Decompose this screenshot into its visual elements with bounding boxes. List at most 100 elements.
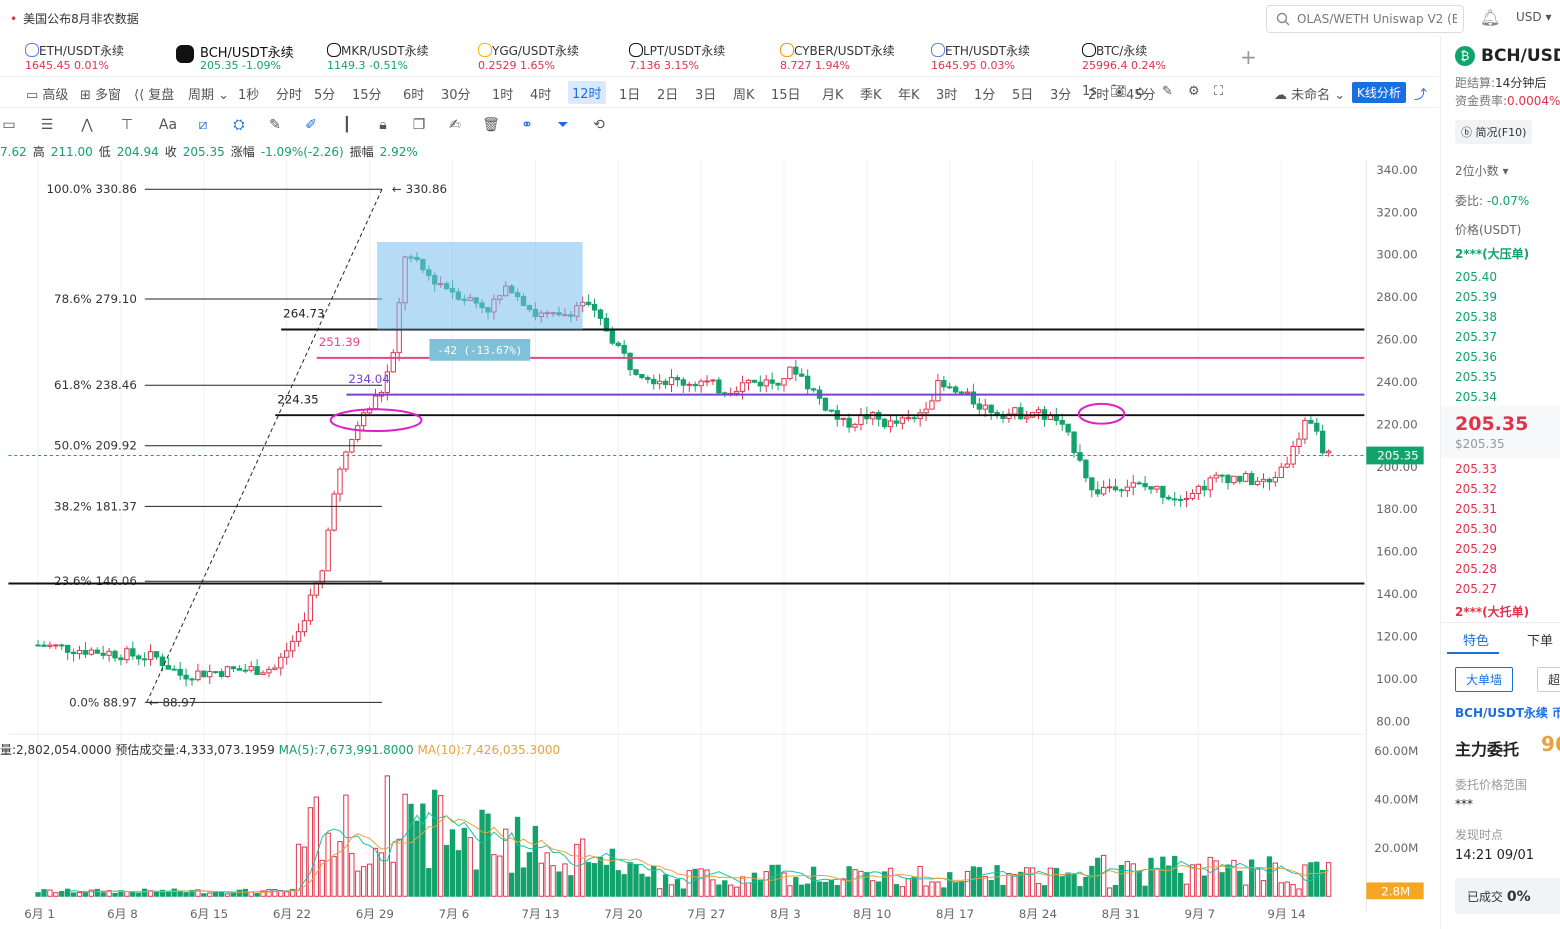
fib-level-label: 78.6% 279.10 (54, 292, 137, 306)
lines-tool-icon[interactable]: ☰ (40, 117, 54, 133)
period-18[interactable]: 月K (822, 88, 844, 103)
layout-name[interactable]: ☁ 未命名 ⌄ (1274, 88, 1346, 103)
ask-price[interactable]: 205.39 (1455, 290, 1497, 304)
bid-price[interactable]: 205.30 (1455, 522, 1497, 536)
super-big-button[interactable]: 超大 (1537, 667, 1560, 692)
edit-tool-icon[interactable]: ✍ (449, 117, 461, 133)
period-9[interactable]: 30分 (441, 88, 471, 103)
tab-7[interactable]: BTC/永续 25996.4 0.24% (1072, 36, 1222, 76)
rectangle-tool-icon[interactable]: ▭ (2, 117, 16, 133)
tab-5[interactable]: CYBER/USDT永续 8.727 1.94% (770, 36, 920, 76)
fib-tool-icon[interactable]: ⧄ (198, 117, 208, 133)
period-12[interactable]: 12时 (568, 81, 606, 104)
volume-bar (1095, 857, 1101, 897)
magnet-tool-icon[interactable]: ⛭ (233, 117, 245, 133)
decimals-select[interactable]: 2位小数 ▾ (1455, 164, 1509, 178)
period-4[interactable]: 1秒 (238, 88, 260, 103)
candle-body (1166, 496, 1172, 500)
period-3[interactable]: 周期 ⌄ (188, 88, 230, 103)
period-14[interactable]: 2日 (657, 88, 679, 103)
bell-icon[interactable]: 🔔︎ (1480, 8, 1501, 27)
news-ticker[interactable]: • 美国公布8月非农数据 (10, 10, 139, 27)
ask-price[interactable]: 205.40 (1455, 270, 1497, 284)
camera-icon[interactable]: 📷︎ (1110, 84, 1127, 99)
period-5[interactable]: 分时 (276, 88, 303, 103)
copy-tool-icon[interactable]: ❐ (412, 117, 426, 133)
brush-tool-icon[interactable]: ✐ (305, 117, 317, 133)
candle-body (887, 420, 894, 428)
period-21[interactable]: 3时 (936, 88, 958, 103)
home-icon[interactable]: ⌂ (1136, 84, 1145, 99)
big-wall-button[interactable]: 大单墙 (1455, 667, 1514, 692)
ask-price[interactable]: 205.34 (1455, 390, 1497, 404)
bid-price[interactable]: 205.28 (1455, 562, 1497, 576)
tab-0[interactable]: ETH/USDT永续 1645.45 0.01% (15, 36, 165, 76)
currency-select[interactable]: USD ▾ (1516, 10, 1552, 24)
sync-tool-icon[interactable]: ⟲ (593, 117, 605, 133)
settings-icon[interactable]: ⚙ (1188, 84, 1200, 99)
ask-price[interactable]: 205.37 (1455, 330, 1497, 344)
period-24[interactable]: 3分 (1050, 88, 1072, 103)
period-15[interactable]: 3日 (695, 88, 717, 103)
add-tab-icon[interactable]: + (1240, 45, 1257, 69)
trash-tool-icon[interactable]: 🗑︎ (482, 117, 500, 133)
tab-price: 1645.45 0.01% (25, 59, 109, 72)
ask-price[interactable]: 205.35 (1455, 370, 1497, 384)
candle-body (53, 644, 59, 647)
f10-button[interactable]: ⓑ 简况(F10) (1455, 120, 1533, 144)
pen-icon[interactable]: ✎ (1162, 84, 1173, 99)
price-chart[interactable]: 340.00 320.00 300.00 280.00 260.00 240.00 220.… (0, 160, 1440, 920)
period-26[interactable]: 45分 (1126, 88, 1156, 103)
interval-1s[interactable]: 1s (1082, 84, 1098, 99)
period-1[interactable]: ⊞ 多窗 (80, 88, 122, 103)
period-7[interactable]: 15分 (352, 88, 382, 103)
period-19[interactable]: 季K (860, 88, 882, 103)
tab-order[interactable]: 下单 (1527, 634, 1554, 649)
period-13[interactable]: 1日 (619, 88, 641, 103)
volume-bar (420, 803, 426, 897)
filter-tool-icon[interactable]: ⏷ (557, 117, 569, 133)
tab-6[interactable]: ETH/USDT永续 1645.95 0.03% (921, 36, 1071, 76)
tab-feature[interactable]: 特色 (1463, 634, 1490, 649)
text-tool-icon[interactable]: Aa (158, 117, 178, 133)
tab-4[interactable]: LPT/USDT永续 7.136 3.15% (619, 36, 769, 76)
current-vol-tag-bg (1366, 882, 1424, 900)
search-input[interactable]: OLAS/WETH Uniswap V2 (ETH (1266, 5, 1464, 33)
pattern-tool-icon[interactable]: ⋀ (81, 117, 93, 133)
fullscreen-icon[interactable]: ⛶ (1214, 84, 1224, 99)
volume-bar (1160, 856, 1166, 897)
bid-price[interactable]: 205.29 (1455, 542, 1497, 556)
volume-bar (947, 872, 953, 897)
ask-price[interactable]: 205.38 (1455, 310, 1497, 324)
bid-price[interactable]: 205.33 (1455, 462, 1497, 476)
period-17[interactable]: 15日 (771, 88, 801, 103)
period-11[interactable]: 4时 (530, 88, 552, 103)
tab-3[interactable]: YGG/USDT永续 0.2529 1.65% (468, 36, 618, 76)
period-2[interactable]: ⟨⟨ 复盘 (134, 88, 175, 103)
kline-analysis-button[interactable]: K线分析 (1352, 82, 1406, 103)
bid-price[interactable]: 205.31 (1455, 502, 1497, 516)
lock-tool-icon[interactable]: 🔒︎ (379, 117, 387, 133)
tab-1[interactable]: BCH/USDT永续 205.35 -1.09% (166, 36, 316, 76)
bid-price[interactable]: 205.32 (1455, 482, 1497, 496)
period-16[interactable]: 周K (733, 88, 755, 103)
bid-price[interactable]: 205.27 (1455, 582, 1497, 596)
period-10[interactable]: 1时 (492, 88, 514, 103)
period-23[interactable]: 5日 (1012, 88, 1034, 103)
period-6[interactable]: 5分 (314, 88, 336, 103)
volume-bar (1225, 864, 1231, 897)
period-25[interactable]: 2时 (1088, 88, 1110, 103)
period-8[interactable]: 6时 (403, 88, 425, 103)
period-0[interactable]: ▭ 高级 (26, 88, 69, 103)
link-tool-icon[interactable]: ⚭ (521, 117, 533, 133)
candles-tool-icon[interactable]: ┃ (342, 117, 352, 133)
tab-2[interactable]: MKR/USDT永续 1149.3 -0.51% (317, 36, 467, 76)
ruler-tool-icon[interactable]: ✎ (269, 117, 281, 133)
measure-tool-icon[interactable]: ⊤ (120, 117, 134, 133)
candle-body (70, 651, 77, 655)
period-20[interactable]: 年K (898, 88, 920, 103)
share-icon[interactable]: ⤴ (1414, 88, 1428, 103)
ask-price[interactable]: 205.36 (1455, 350, 1497, 364)
period-22[interactable]: 1分 (974, 88, 996, 103)
candle-body (100, 652, 106, 656)
